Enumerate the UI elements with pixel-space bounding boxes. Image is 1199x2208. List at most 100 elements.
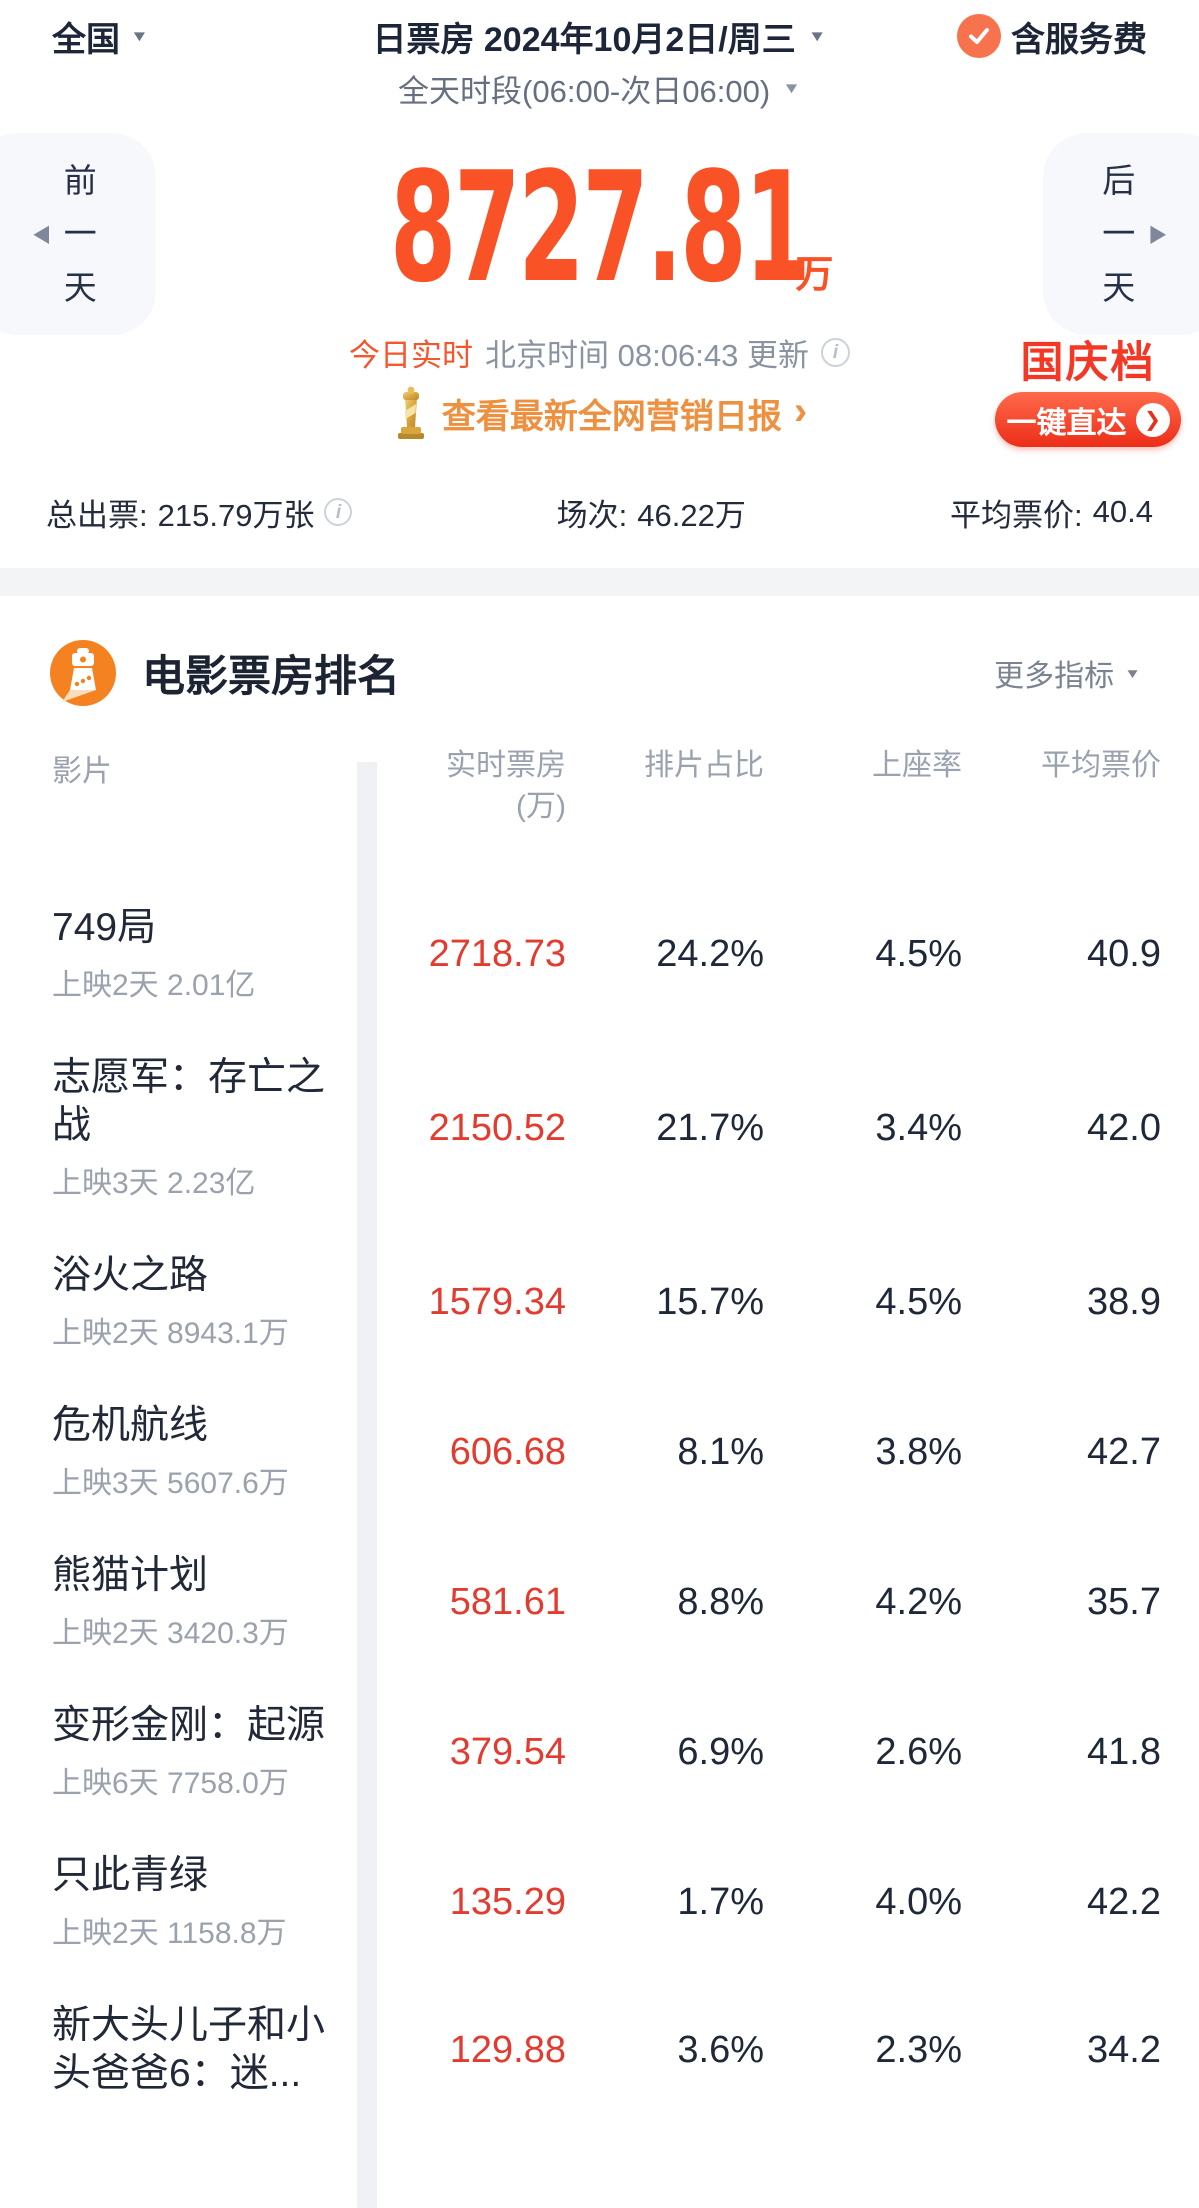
film-title: 志愿军：存亡之战 [52, 1056, 326, 1147]
next-day-button[interactable]: 后一天 ▶ [1043, 133, 1199, 335]
cell-showings: 21.7% [656, 1106, 764, 1149]
section-divider [0, 568, 1199, 596]
cell-box-office: 379.54 [449, 1730, 566, 1773]
film-title: 浴火之路 [52, 1254, 209, 1297]
film-cell: 浴火之路 上映2天 8943.1万 [52, 1252, 338, 1352]
stat-avg-price-value: 40.4 [1092, 494, 1153, 529]
update-time: 北京时间 08:06:43 更新 [485, 337, 809, 373]
cell-avg-price: 42.7 [1087, 1430, 1161, 1473]
cell-occupancy: 4.5% [875, 1280, 962, 1323]
stat-sessions-label: 场次: [556, 497, 628, 533]
info-icon[interactable]: i [820, 337, 850, 367]
chevron-right-icon: › [793, 389, 808, 433]
cell-showings: 6.9% [677, 1730, 764, 1773]
next-day-label: 后一天 [1102, 161, 1136, 306]
region-selector[interactable]: 全国 ▼ [52, 12, 149, 61]
film-subtitle: 上映2天 8943.1万 [52, 1317, 289, 1350]
cell-occupancy: 2.6% [875, 1730, 962, 1773]
film-cell: 危机航线 上映3天 5607.6万 [52, 1402, 338, 1502]
cell-occupancy: 3.4% [875, 1106, 962, 1149]
table-row[interactable]: 变形金刚：起源 上映6天 7758.0万 379.54 6.9% 2.6% 41… [0, 1677, 1199, 1827]
film-cell: 新大头儿子和小头爸爸6：迷... [52, 2002, 338, 2098]
cell-box-office: 1579.34 [428, 1280, 566, 1323]
film-subtitle: 上映3天 2.23亿 [52, 1167, 256, 1200]
cell-avg-price: 42.0 [1087, 1106, 1161, 1149]
check-icon [957, 14, 1001, 58]
caret-down-icon: ▼ [782, 79, 801, 97]
ranking-header: 电影票房排名 更多指标 ▼ [0, 596, 1199, 706]
column-header-showings[interactable]: 排片占比 [644, 749, 764, 782]
table-row[interactable]: 危机航线 上映3天 5607.6万 606.68 8.1% 3.8% 42.7 [0, 1377, 1199, 1527]
realtime-badge: 今日实时 [349, 337, 474, 373]
cell-box-office: 129.88 [449, 2028, 566, 2071]
cell-avg-price: 40.9 [1087, 932, 1161, 975]
table-row[interactable]: 熊猫计划 上映2天 3420.3万 581.61 8.8% 4.2% 35.7 [0, 1527, 1199, 1677]
date-selector[interactable]: 日票房 2024年10月2日/周三 ▼ [0, 8, 1199, 64]
table-row[interactable]: 749局 上映2天 2.01亿 2718.73 24.2% 4.5% 40.9 [0, 879, 1199, 1029]
cell-occupancy: 2.3% [875, 2028, 962, 2071]
hero-section: ◀ 前一天 后一天 ▶ 8727.81 万 [0, 120, 1199, 335]
cell-box-office: 2150.52 [428, 1106, 566, 1149]
cell-occupancy: 4.0% [875, 1880, 962, 1923]
film-cell: 只此青绿 上映2天 1158.8万 [52, 1852, 338, 1952]
cell-showings: 8.1% [677, 1430, 764, 1473]
caret-down-icon: ▼ [807, 27, 827, 45]
column-header-film: 影片 [52, 755, 112, 788]
prev-day-button[interactable]: ◀ 前一天 [0, 133, 156, 335]
section-title: 电影票房排名 [142, 653, 400, 701]
ranking-section: 电影票房排名 更多指标 ▼ 影片 实时票房 (万) 排片占比 上座率 平均票价 … [0, 596, 1199, 2208]
caret-down-icon: ▼ [1124, 665, 1141, 681]
column-header-occupancy[interactable]: 上座率 [872, 749, 962, 782]
one-tap-label: 一键直达 [1006, 406, 1127, 440]
time-range-selector[interactable]: 全天时段(06:00-次日06:00) ▼ [0, 64, 1199, 112]
region-label: 全国 [52, 20, 120, 59]
national-day-badge[interactable]: 国庆档 一键直达 ❯ [995, 339, 1181, 448]
top-bar: 全国 ▼ 日票房 2024年10月2日/周三 ▼ 含服务费 [0, 0, 1199, 64]
column-header-box-office[interactable]: 实时票房 (万) [338, 746, 566, 827]
film-cell: 变形金刚：起源 上映6天 7758.0万 [52, 1702, 338, 1802]
date-title: 日票房 2024年10月2日/周三 [372, 20, 796, 59]
cell-avg-price: 41.8 [1087, 1730, 1161, 1773]
film-cell: 志愿军：存亡之战 上映3天 2.23亿 [52, 1054, 338, 1202]
cell-box-office: 581.61 [449, 1580, 566, 1623]
film-subtitle: 上映2天 2.01亿 [52, 969, 256, 1002]
film-cell: 熊猫计划 上映2天 3420.3万 [52, 1552, 338, 1652]
info-icon[interactable]: i [324, 498, 353, 526]
column-strip [357, 762, 377, 2208]
film-title: 熊猫计划 [52, 1554, 209, 1597]
film-title: 只此青绿 [52, 1854, 209, 1897]
film-subtitle: 上映2天 1158.8万 [52, 1917, 287, 1950]
stat-avg-price-label: 平均票价: [950, 497, 1083, 533]
film-title: 危机航线 [52, 1404, 209, 1447]
film-subtitle: 上映3天 5607.6万 [52, 1467, 289, 1500]
table-body: 749局 上映2天 2.01亿 2718.73 24.2% 4.5% 40.9 … [0, 879, 1199, 2123]
column-header-avg-price[interactable]: 平均票价 [1041, 749, 1161, 782]
film-title: 749局 [52, 906, 157, 949]
cell-avg-price: 35.7 [1087, 1580, 1161, 1623]
more-metrics-button[interactable]: 更多指标 ▼ [994, 651, 1141, 695]
time-range-label: 全天时段(06:00-次日06:00) [398, 73, 771, 109]
stats-bar: 总出票: 215.79万张 i 场次: 46.22万 平均票价: 40.4 [0, 487, 1199, 537]
marketing-report-link[interactable]: 查看最新全网营销日报 › [0, 383, 1199, 443]
table-header: 影片 实时票房 (万) 排片占比 上座率 平均票价 [0, 706, 1199, 827]
arrow-right-icon: ▶ [1150, 220, 1166, 247]
service-fee-toggle[interactable]: 含服务费 [957, 12, 1147, 61]
table-row[interactable]: 新大头儿子和小头爸爸6：迷... 129.88 3.6% 2.3% 34.2 [0, 1977, 1199, 2123]
table-row[interactable]: 浴火之路 上映2天 8943.1万 1579.34 15.7% 4.5% 38.… [0, 1227, 1199, 1377]
cell-box-office: 606.68 [449, 1430, 566, 1473]
more-metrics-label: 更多指标 [994, 660, 1115, 693]
stat-tickets-value: 215.79万张 [157, 497, 315, 533]
stat-tickets-label: 总出票: [46, 497, 148, 533]
badge-title: 国庆档 [1020, 339, 1156, 387]
arrow-left-icon: ◀ [33, 220, 49, 247]
film-cell: 749局 上映2天 2.01亿 [52, 904, 338, 1004]
film-title: 新大头儿子和小头爸爸6：迷... [52, 2004, 326, 2095]
table-row[interactable]: 志愿军：存亡之战 上映3天 2.23亿 2150.52 21.7% 3.4% 4… [0, 1029, 1199, 1227]
cell-showings: 1.7% [677, 1880, 764, 1923]
table-row[interactable]: 只此青绿 上映2天 1158.8万 135.29 1.7% 4.0% 42.2 [0, 1827, 1199, 1977]
one-tap-button[interactable]: 一键直达 ❯ [995, 392, 1181, 448]
caret-down-icon: ▼ [130, 27, 149, 45]
cell-box-office: 135.29 [449, 1880, 566, 1923]
cell-showings: 15.7% [656, 1280, 764, 1323]
cell-avg-price: 34.2 [1087, 2028, 1161, 2071]
